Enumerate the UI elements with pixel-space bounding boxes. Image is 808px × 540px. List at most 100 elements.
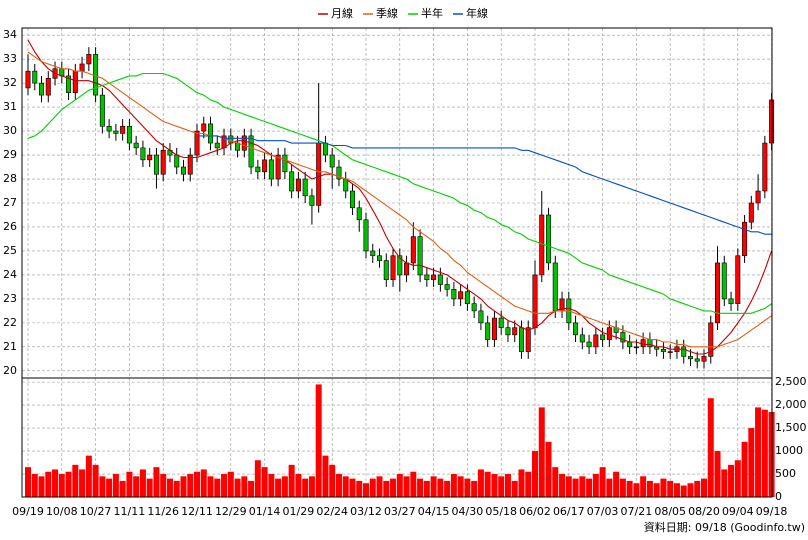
volume-bar bbox=[295, 474, 302, 497]
x-tick-label: 11/11 bbox=[114, 505, 146, 518]
x-tick-label: 04/15 bbox=[418, 505, 450, 518]
volume-bar bbox=[667, 480, 674, 497]
candle-body bbox=[762, 142, 768, 192]
candle-body bbox=[45, 78, 51, 96]
footnote: 資料日期: 09/18 (Goodinfo.tw) bbox=[644, 520, 805, 534]
candle-body bbox=[640, 339, 646, 348]
volume-bar bbox=[281, 476, 288, 497]
volume-bar bbox=[748, 428, 755, 497]
volume-bar bbox=[187, 474, 194, 497]
candle-body bbox=[458, 291, 464, 300]
volume-bar bbox=[721, 469, 728, 497]
volume-bar bbox=[72, 464, 79, 497]
x-tick-label: 05/18 bbox=[485, 505, 517, 518]
volume-bar bbox=[248, 480, 255, 497]
candle-body bbox=[302, 178, 308, 197]
grid bbox=[22, 28, 772, 498]
candle-body bbox=[660, 348, 666, 352]
volume-bar bbox=[525, 471, 532, 497]
x-tick-label: 07/21 bbox=[621, 505, 653, 518]
volume-bar bbox=[227, 471, 234, 497]
volume-bar bbox=[241, 476, 248, 497]
volume-bar bbox=[687, 483, 694, 497]
volume-bar bbox=[511, 480, 518, 497]
volume-bar bbox=[180, 476, 187, 497]
volume-bar bbox=[200, 469, 207, 497]
volume-bar bbox=[139, 469, 146, 497]
candle-body bbox=[573, 322, 579, 336]
candle-body bbox=[133, 142, 139, 149]
candle-body bbox=[478, 310, 484, 324]
candle-body bbox=[262, 159, 268, 173]
candles bbox=[25, 47, 775, 369]
candle-body bbox=[356, 207, 362, 221]
candle-body bbox=[147, 154, 153, 161]
candle-body bbox=[491, 317, 497, 340]
candle-body bbox=[505, 327, 511, 336]
volume-bar bbox=[552, 467, 559, 497]
volume-bar bbox=[52, 469, 59, 497]
legend-label: 年線 bbox=[466, 6, 488, 20]
volume-bar bbox=[133, 476, 140, 497]
candle-body bbox=[687, 356, 693, 360]
volume-bar bbox=[741, 441, 748, 497]
y-tick-label: 32 bbox=[3, 76, 17, 89]
x-tick-label: 06/02 bbox=[519, 505, 551, 518]
volume-bar bbox=[538, 407, 545, 497]
volume-bar bbox=[586, 478, 593, 497]
volume-bar bbox=[288, 464, 295, 497]
volume-bar bbox=[613, 471, 620, 497]
volume-bar bbox=[342, 476, 349, 497]
candle-body bbox=[370, 250, 376, 257]
x-tick-label: 09/19 bbox=[12, 505, 44, 518]
volume-bar bbox=[457, 476, 464, 497]
volume-bar bbox=[734, 460, 741, 497]
candle-body bbox=[525, 327, 531, 352]
candle-body bbox=[708, 322, 714, 357]
volume-bar bbox=[403, 476, 410, 497]
x-tick-label: 12/29 bbox=[215, 505, 247, 518]
legend-label: 半年 bbox=[421, 6, 443, 20]
candle-body bbox=[174, 154, 180, 168]
volume-bar bbox=[38, 476, 45, 497]
legend-label: 月線 bbox=[331, 6, 353, 20]
candle-body bbox=[748, 202, 754, 223]
candle-body bbox=[667, 351, 673, 353]
candle-body bbox=[268, 159, 274, 180]
x-tick-label: 06/17 bbox=[553, 505, 585, 518]
volume-bar bbox=[31, 474, 38, 497]
volume-bar bbox=[640, 476, 647, 497]
candle-body bbox=[546, 214, 552, 264]
volume-bar bbox=[390, 478, 397, 497]
candle-body bbox=[343, 178, 349, 192]
volume-tick-label: 500 bbox=[775, 467, 796, 480]
volume-bar bbox=[92, 464, 99, 497]
candle-body bbox=[755, 190, 761, 204]
candle-body bbox=[180, 166, 186, 175]
volume-bar bbox=[633, 483, 640, 497]
candle-body bbox=[255, 166, 261, 173]
volume-bar bbox=[234, 478, 241, 497]
y-tick-label: 27 bbox=[3, 196, 17, 209]
candle-body bbox=[627, 341, 633, 348]
moving-averages bbox=[27, 39, 773, 355]
candle-body bbox=[241, 135, 247, 151]
volume-bar bbox=[504, 474, 511, 497]
candle-body bbox=[79, 63, 85, 72]
volume-bar bbox=[25, 467, 31, 497]
candle-body bbox=[160, 149, 166, 175]
x-tick-label: 11/26 bbox=[147, 505, 179, 518]
candle-body bbox=[424, 274, 430, 281]
volume-bar bbox=[45, 471, 52, 497]
volume-bar bbox=[254, 460, 261, 497]
volume-bar bbox=[619, 478, 626, 497]
y-tick-label: 30 bbox=[3, 124, 17, 137]
volume-bar bbox=[761, 409, 768, 497]
candle-body bbox=[336, 166, 342, 180]
x-tick-label: 12/11 bbox=[181, 505, 213, 518]
candle-body bbox=[322, 142, 328, 156]
volume-bar bbox=[660, 478, 667, 497]
volume-bar bbox=[498, 476, 505, 497]
